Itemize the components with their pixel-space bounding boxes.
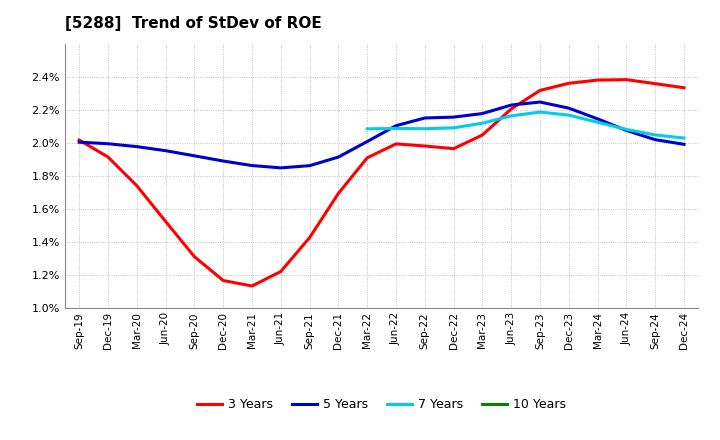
5 Years	[651, 137, 660, 142]
3 Years	[363, 155, 372, 161]
5 Years	[536, 99, 544, 105]
3 Years	[104, 154, 112, 160]
3 Years	[392, 141, 400, 147]
5 Years	[449, 114, 458, 120]
5 Years	[305, 163, 314, 169]
5 Years	[161, 148, 170, 154]
5 Years	[363, 139, 372, 144]
7 Years	[564, 113, 573, 118]
7 Years	[478, 121, 487, 126]
3 Years	[190, 254, 199, 259]
7 Years	[392, 126, 400, 131]
5 Years	[392, 123, 400, 128]
3 Years	[161, 219, 170, 224]
5 Years	[219, 158, 228, 164]
5 Years	[75, 139, 84, 145]
3 Years	[593, 77, 602, 83]
5 Years	[507, 103, 516, 108]
7 Years	[680, 136, 688, 141]
3 Years	[564, 81, 573, 86]
3 Years	[680, 85, 688, 90]
Line: 3 Years: 3 Years	[79, 80, 684, 286]
3 Years	[651, 81, 660, 86]
3 Years	[507, 106, 516, 112]
3 Years	[478, 132, 487, 138]
7 Years	[622, 127, 631, 132]
5 Years	[478, 111, 487, 116]
7 Years	[449, 125, 458, 131]
5 Years	[248, 163, 256, 168]
5 Years	[680, 142, 688, 147]
5 Years	[190, 153, 199, 158]
3 Years	[132, 183, 141, 188]
7 Years	[507, 113, 516, 118]
5 Years	[276, 165, 285, 171]
5 Years	[622, 128, 631, 133]
3 Years	[622, 77, 631, 82]
3 Years	[449, 146, 458, 151]
3 Years	[305, 235, 314, 240]
5 Years	[564, 106, 573, 111]
7 Years	[536, 110, 544, 115]
5 Years	[420, 115, 429, 121]
Text: [5288]  Trend of StDev of ROE: [5288] Trend of StDev of ROE	[65, 15, 322, 31]
5 Years	[104, 141, 112, 147]
Line: 7 Years: 7 Years	[367, 112, 684, 138]
3 Years	[248, 283, 256, 289]
3 Years	[420, 143, 429, 149]
Line: 5 Years: 5 Years	[79, 102, 684, 168]
7 Years	[420, 126, 429, 132]
3 Years	[219, 278, 228, 283]
3 Years	[75, 137, 84, 143]
Legend: 3 Years, 5 Years, 7 Years, 10 Years: 3 Years, 5 Years, 7 Years, 10 Years	[192, 393, 572, 416]
3 Years	[334, 191, 343, 196]
5 Years	[132, 144, 141, 149]
5 Years	[334, 154, 343, 160]
5 Years	[593, 116, 602, 121]
3 Years	[276, 269, 285, 274]
3 Years	[536, 88, 544, 93]
7 Years	[651, 132, 660, 138]
7 Years	[363, 126, 372, 132]
7 Years	[593, 120, 602, 125]
